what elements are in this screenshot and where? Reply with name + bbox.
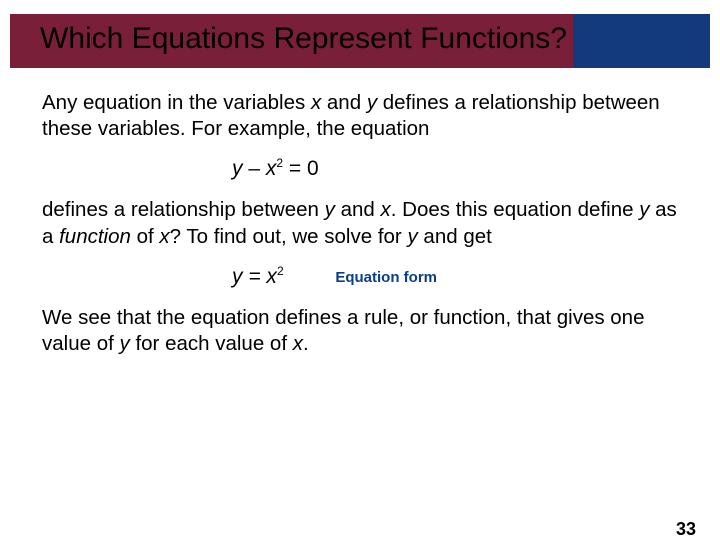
banner-right-stripe [573, 14, 710, 68]
eq2-body: y = x [232, 265, 277, 288]
eq2-exponent: 2 [277, 264, 284, 278]
equation-2-block: y = x2 Equation form [42, 264, 678, 291]
var-y-4: y [407, 225, 417, 248]
equation-2-label: Equation form [335, 268, 437, 287]
paragraph-1: Any equation in the variables x and y de… [42, 90, 678, 142]
paragraph-3: We see that the equation defines a rule,… [42, 305, 678, 357]
p3-text-c: . [303, 332, 309, 355]
paragraph-2: defines a relationship between y and x. … [42, 197, 678, 249]
p2-text-f: ? To find out, we solve for [170, 225, 408, 248]
p2-text-e: of [131, 225, 160, 248]
banner-title-bg: Which Equations Represent Functions? [32, 14, 573, 68]
p2-text-b: and [335, 198, 381, 221]
var-y: y [367, 91, 377, 114]
var-y-3: y [639, 198, 649, 221]
equation-1-block: y – x2 = 0 [42, 156, 678, 183]
p2-text-a: defines a relationship between [42, 198, 325, 221]
var-x-3: x [159, 225, 169, 248]
p2-text-c: . Does this equation define [391, 198, 639, 221]
slide-body: Any equation in the variables x and y de… [0, 68, 720, 357]
p1-text-a: Any equation in the variables [42, 91, 311, 114]
banner-left-stripe [10, 14, 32, 68]
page-title: Which Equations Represent Functions? [32, 14, 573, 64]
page-number: 33 [676, 519, 696, 540]
eq1-lhs: y – x [232, 157, 276, 180]
equation-2: y = x2 [232, 264, 284, 291]
term-function: function [59, 225, 131, 248]
p3-text-b: for each value of [130, 332, 293, 355]
equation-1: y – x2 = 0 [232, 156, 319, 183]
var-x: x [311, 91, 321, 114]
var-y-2: y [325, 198, 335, 221]
eq1-tail: = 0 [283, 157, 319, 180]
title-banner: Which Equations Represent Functions? [10, 14, 710, 68]
var-x-4: x [293, 332, 303, 355]
var-x-2: x [381, 198, 391, 221]
p2-text-g: and get [418, 225, 492, 248]
var-y-5: y [120, 332, 130, 355]
p1-text-b: and [321, 91, 367, 114]
